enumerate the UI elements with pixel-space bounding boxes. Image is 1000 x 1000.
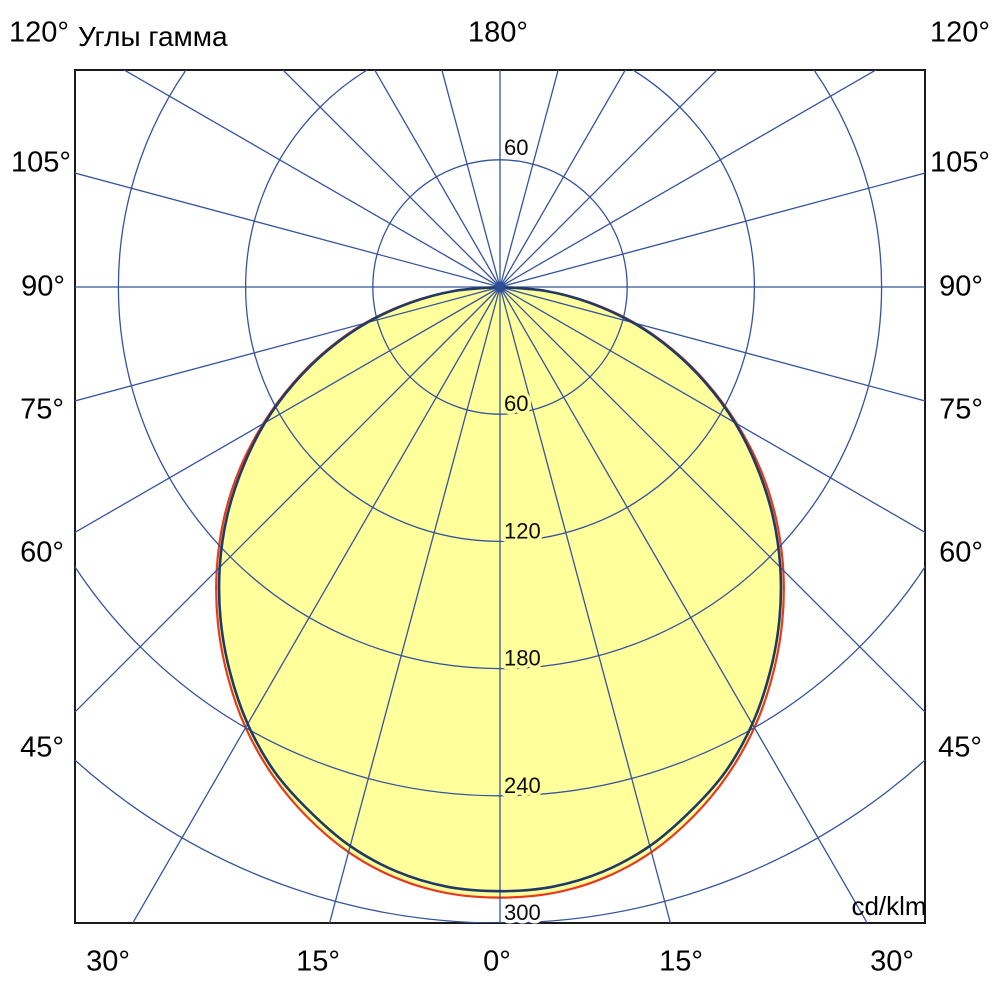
radial-tick-label: 180: [504, 646, 541, 671]
radial-tick-label: 240: [504, 773, 541, 798]
polar-grid-radial-line: [499, 286, 672, 923]
radial-tick-label-layer: 60 120 180 240 300 60: [501, 131, 545, 928]
polar-grid-radial-line: [499, 286, 925, 534]
polar-grid-radial-line: [499, 70, 627, 288]
polar-grid-radial-line: [328, 286, 501, 923]
polar-grid-ring: [117, 70, 883, 670]
polar-grid-radial-line: [75, 286, 501, 534]
polar-grid-radial-line: [499, 286, 925, 713]
curve-stroke-layer: [217, 281, 783, 893]
polar-grid-radial-line: [75, 286, 501, 402]
gamma-angle-label-left-75: 75°: [20, 393, 64, 426]
radial-tick-label: 120: [504, 518, 541, 543]
gamma-angle-label-left-45: 45°: [20, 731, 64, 764]
gamma-angle-label-left-60: 60°: [20, 536, 64, 569]
c-angle-label-bottom-15-left: 15°: [296, 945, 340, 978]
gamma-angle-label-right-75: 75°: [939, 393, 983, 426]
polar-grid-radial-line: [373, 70, 501, 288]
c-angle-label-bottom-0: 0°: [483, 945, 511, 978]
polar-grid-radial-line: [499, 286, 925, 402]
pole-dot: [494, 281, 506, 293]
chart-title: Углы гамма: [78, 21, 228, 52]
gamma-angle-label-right-45: 45°: [938, 731, 982, 764]
gamma-angle-label-left-105: 105°: [11, 146, 71, 179]
polar-grid-ring: [372, 159, 628, 415]
gamma-angle-label-right-90: 90°: [939, 270, 983, 303]
curve-c0-c180-outline: [217, 285, 783, 893]
gamma-angle-label-top-center: 180°: [468, 16, 528, 49]
polar-grid-radial-line: [441, 70, 501, 288]
gamma-angle-label-left-90: 90°: [21, 270, 65, 303]
polar-grid-radial-line: [75, 286, 501, 713]
polar-grid-radial-line: [499, 70, 718, 288]
gamma-angle-label-right-105: 105°: [930, 146, 990, 179]
c-angle-label-bottom-15-right: 15°: [659, 945, 703, 978]
polar-grid-radial-line: [499, 286, 868, 923]
polar-grid-radial-line: [75, 172, 501, 288]
gamma-angle-label-right-60: 60°: [939, 536, 983, 569]
c-angle-label-bottom-30-left: 30°: [86, 945, 130, 978]
polar-grid-radial-line: [499, 172, 925, 288]
gamma-angle-label-top-right: 120°: [930, 16, 990, 49]
c-angle-label-bottom-30-right: 30°: [870, 945, 914, 978]
polar-grid-ring: [75, 565, 925, 797]
polar-grid-radial-line: [122, 70, 501, 288]
polar-grid-radial-line: [499, 70, 878, 288]
polar-grid-radial-line: [282, 70, 501, 288]
polar-grid-radial-line: [132, 286, 501, 923]
radial-tick-label: 300: [504, 900, 541, 925]
gamma-angle-label-top-left: 120°: [9, 16, 69, 49]
radial-tick-label: 60: [504, 135, 528, 160]
polar-grid-radial-line: [499, 70, 559, 288]
polar-grid-ring: [245, 70, 755, 542]
radial-tick-label: 60: [504, 391, 528, 416]
unit-label: cd/klm: [851, 891, 927, 921]
